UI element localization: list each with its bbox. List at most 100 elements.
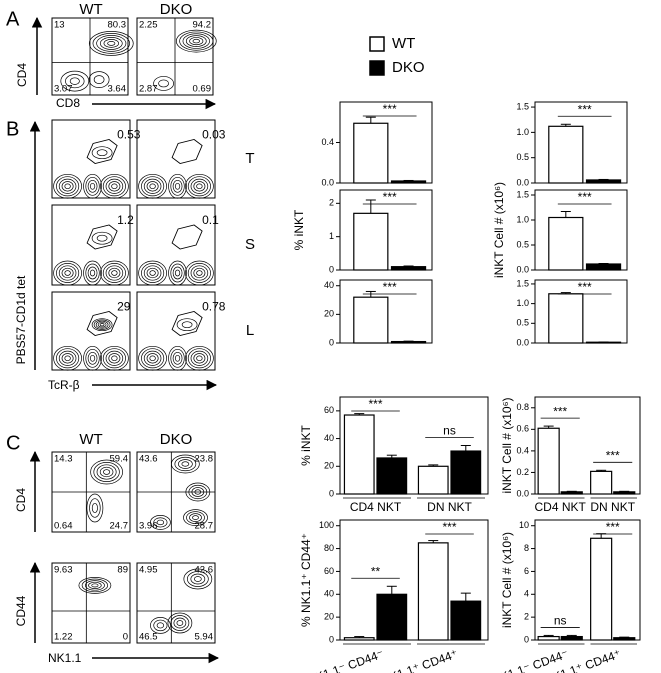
- contour: [92, 33, 130, 54]
- plot-frame: [534, 396, 641, 495]
- contour: [170, 263, 185, 283]
- contour: [170, 348, 185, 368]
- contour: [102, 348, 126, 369]
- contour: [87, 351, 98, 365]
- contour: [69, 77, 80, 85]
- tissue-label: L: [246, 322, 254, 339]
- contour: [86, 493, 104, 523]
- significance-label: ns: [554, 614, 567, 628]
- bar: [585, 179, 622, 184]
- significance-label: ***: [383, 190, 397, 204]
- contour: [58, 350, 77, 366]
- significance-label: ***: [578, 102, 592, 116]
- contour: [95, 320, 109, 329]
- contour: [100, 260, 129, 286]
- gate: [171, 311, 203, 336]
- axis-label: CD44: [14, 595, 28, 626]
- bar: [537, 635, 560, 641]
- contour: [170, 615, 190, 631]
- contour: [99, 37, 123, 50]
- contour: [185, 260, 214, 286]
- bar: [343, 637, 375, 641]
- quadrant-value: 80.3: [108, 20, 127, 31]
- contour: [196, 355, 203, 362]
- contour: [182, 33, 210, 49]
- x-tick-label: CD4 NKT: [350, 500, 402, 514]
- contour: [88, 581, 102, 589]
- y-tick-label: 60: [324, 405, 334, 415]
- axis-label: iNKT Cell # (x10⁶): [500, 397, 514, 493]
- x-tick-label: NK1.1⁺ CD44⁺: [380, 647, 460, 673]
- contour: [103, 469, 111, 475]
- bar: [613, 491, 636, 495]
- contour: [149, 270, 156, 276]
- bar: [353, 122, 389, 184]
- quadrant-value: 89: [117, 565, 128, 576]
- significance-label: ***: [578, 280, 592, 294]
- contour: [150, 515, 171, 530]
- x-tick-label: DN NKT: [590, 500, 635, 514]
- column-header: WT: [79, 1, 102, 18]
- contour: [185, 173, 214, 199]
- contour: [174, 456, 197, 472]
- contour: [96, 464, 117, 480]
- contour: [108, 267, 121, 279]
- contour: [78, 577, 112, 594]
- y-tick-label: 0.6: [516, 424, 529, 434]
- contour: [153, 619, 168, 632]
- contour: [89, 182, 96, 190]
- column-header: WT: [79, 431, 102, 448]
- y-tick-label: 1.5: [516, 278, 529, 288]
- contour: [138, 345, 167, 371]
- contour: [105, 350, 124, 366]
- contour: [190, 350, 209, 366]
- y-tick-label: 20: [324, 461, 334, 471]
- contour: [85, 176, 100, 196]
- quadrant-value: 14.3: [54, 454, 73, 465]
- y-tick-label: 2: [329, 198, 334, 208]
- contour: [181, 461, 190, 467]
- contour: [172, 266, 183, 280]
- contour: [146, 353, 159, 364]
- contour: [175, 29, 217, 53]
- quadrant-value: 28.7: [195, 521, 214, 532]
- contour: [83, 260, 102, 286]
- contour: [105, 178, 124, 194]
- contour: [107, 41, 116, 46]
- contour: [193, 353, 206, 364]
- y-tick-label: 0.5: [516, 318, 529, 328]
- contour: [138, 260, 167, 286]
- y-tick-label: 6: [524, 566, 529, 576]
- significance-label: ***: [606, 448, 620, 462]
- contour: [96, 35, 127, 52]
- contour: [174, 182, 181, 190]
- gate-value: 0.78: [202, 300, 226, 314]
- y-tick-label: 1: [329, 231, 334, 241]
- contour: [174, 269, 181, 277]
- contour: [181, 321, 193, 329]
- quadrant-value: 42.6: [195, 565, 214, 576]
- y-tick-label: 0.0: [516, 177, 529, 187]
- flow-plot-frame: [51, 562, 131, 644]
- contour: [193, 576, 202, 582]
- x-tick-label: CD4 NKT: [535, 500, 587, 514]
- y-tick-label: 0.4: [516, 445, 529, 455]
- significance-label: ***: [553, 404, 567, 418]
- contour: [85, 263, 100, 283]
- x-tick-label: DN NKT: [427, 500, 472, 514]
- bar: [343, 414, 375, 495]
- quadrant-value: 5.94: [195, 632, 214, 643]
- bar: [548, 216, 584, 271]
- contour: [179, 31, 214, 51]
- quadrant-value: 23.8: [195, 454, 214, 465]
- quadrant-value: 13: [54, 20, 65, 31]
- quadrant-value: 4.95: [139, 565, 158, 576]
- contour: [141, 263, 165, 283]
- contour: [146, 181, 159, 192]
- contour: [102, 263, 126, 283]
- y-tick-label: 0.0: [516, 337, 529, 347]
- contour: [93, 319, 111, 330]
- contour: [189, 37, 204, 46]
- contour: [156, 622, 165, 629]
- contour: [168, 260, 187, 286]
